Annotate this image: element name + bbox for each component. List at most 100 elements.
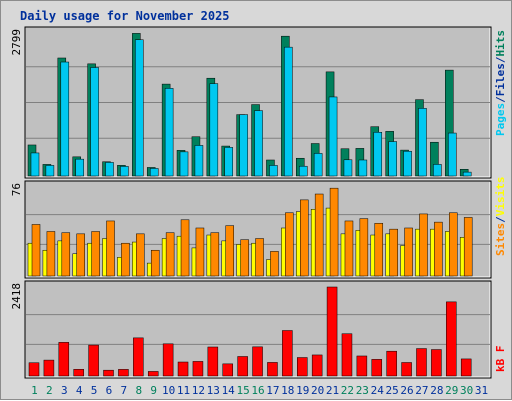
bar-kbytes-day-25 bbox=[386, 350, 397, 377]
bar-files-day-19 bbox=[299, 165, 308, 177]
bar-sites-day-24 bbox=[374, 223, 384, 277]
bar-files-day-8 bbox=[135, 39, 144, 177]
bar-kbytes-day-10 bbox=[162, 343, 174, 377]
bar-kbytes-day-6 bbox=[103, 369, 114, 377]
sites-visits-ymax-label: 76 bbox=[10, 183, 23, 196]
bar-files-day-13 bbox=[209, 83, 219, 177]
x-tick-day-13: 13 bbox=[207, 384, 220, 397]
x-tick-day-21: 21 bbox=[326, 384, 339, 397]
x-tick-day-16: 16 bbox=[251, 384, 264, 397]
bar-files-day-29 bbox=[448, 132, 457, 177]
legend-part-1: / bbox=[494, 216, 507, 223]
x-tick-day-22: 22 bbox=[341, 384, 354, 397]
bar-kbytes-day-7 bbox=[118, 369, 129, 377]
x-tick-day-1: 1 bbox=[31, 384, 38, 397]
x-tick-day-11: 11 bbox=[177, 384, 190, 397]
x-tick-day-12: 12 bbox=[192, 384, 205, 397]
bar-files-day-22 bbox=[343, 159, 353, 177]
bar-sites-day-30 bbox=[463, 217, 473, 277]
bar-sites-day-28 bbox=[434, 221, 443, 277]
bar-sites-day-12 bbox=[195, 227, 205, 277]
bar-files-day-20 bbox=[313, 153, 323, 177]
bar-sites-day-3 bbox=[61, 232, 71, 277]
bar-kbytes-day-15 bbox=[237, 356, 248, 377]
x-tick-day-27: 27 bbox=[415, 384, 428, 397]
x-tick-day-10: 10 bbox=[162, 384, 175, 397]
bar-files-day-2 bbox=[45, 165, 55, 177]
bar-kbytes-day-26 bbox=[401, 362, 412, 377]
x-tick-day-3: 3 bbox=[61, 384, 68, 397]
bar-sites-day-9 bbox=[150, 249, 160, 277]
bar-kbytes-day-23 bbox=[356, 355, 368, 377]
bar-files-day-21 bbox=[328, 96, 338, 177]
bar-kbytes-day-30 bbox=[460, 358, 472, 377]
bar-files-day-5 bbox=[90, 67, 99, 177]
bar-files-day-12 bbox=[194, 145, 204, 177]
legend-kbytes: kB F bbox=[494, 346, 507, 373]
bar-kbytes-day-2 bbox=[43, 359, 55, 377]
bar-sites-day-1 bbox=[31, 224, 41, 277]
bar-sites-day-5 bbox=[91, 231, 100, 277]
bar-files-day-23 bbox=[358, 159, 368, 177]
bar-sites-day-26 bbox=[404, 227, 413, 277]
bar-sites-day-15 bbox=[240, 239, 249, 277]
legend-part-3: / bbox=[494, 56, 507, 63]
legend-sites-visits: Sites/Visits bbox=[494, 177, 507, 257]
legend-part-0: Sites bbox=[494, 223, 507, 256]
bar-sites-day-13 bbox=[210, 232, 220, 277]
bar-sites-day-6 bbox=[106, 220, 115, 277]
bar-sites-day-11 bbox=[180, 219, 190, 277]
bar-files-day-24 bbox=[373, 132, 383, 177]
bar-kbytes-day-14 bbox=[222, 363, 233, 377]
bar-kbytes-day-21 bbox=[326, 286, 338, 377]
bar-sites-day-27 bbox=[419, 213, 428, 277]
bar-kbytes-day-20 bbox=[311, 354, 323, 377]
bar-kbytes-day-9 bbox=[147, 371, 159, 377]
x-tick-day-28: 28 bbox=[430, 384, 443, 397]
x-tick-day-30: 30 bbox=[460, 384, 473, 397]
bar-kbytes-day-4 bbox=[73, 369, 84, 377]
bar-files-day-10 bbox=[164, 88, 174, 177]
x-tick-day-18: 18 bbox=[281, 384, 294, 397]
bar-files-day-6 bbox=[105, 162, 114, 177]
x-tick-day-5: 5 bbox=[91, 384, 98, 397]
x-tick-day-19: 19 bbox=[296, 384, 309, 397]
x-tick-day-31: 31 bbox=[475, 384, 488, 397]
bar-files-day-11 bbox=[179, 151, 189, 177]
bar-kbytes-day-22 bbox=[341, 333, 353, 377]
bar-kbytes-day-13 bbox=[207, 346, 219, 377]
bar-kbytes-day-28 bbox=[431, 349, 442, 377]
legend-part-0: Pages bbox=[494, 103, 507, 136]
bar-files-day-17 bbox=[269, 165, 278, 177]
bar-files-day-25 bbox=[388, 141, 397, 177]
x-tick-day-14: 14 bbox=[222, 384, 236, 397]
bar-kbytes-day-1 bbox=[28, 362, 40, 377]
bar-kbytes-day-27 bbox=[416, 348, 427, 377]
bar-kbytes-day-18 bbox=[282, 330, 293, 377]
bar-kbytes-day-5 bbox=[88, 344, 99, 377]
page-title: Daily usage for November 2025 bbox=[20, 9, 230, 23]
bar-sites-day-22 bbox=[344, 220, 354, 277]
bar-sites-day-17 bbox=[270, 251, 279, 277]
x-tick-day-29: 29 bbox=[445, 384, 458, 397]
x-tick-day-7: 7 bbox=[121, 384, 128, 397]
bar-sites-day-14 bbox=[225, 225, 234, 277]
x-tick-day-20: 20 bbox=[311, 384, 324, 397]
bar-files-day-7 bbox=[120, 166, 129, 177]
x-tick-day-25: 25 bbox=[386, 384, 399, 397]
legend-pages-files-hits: Pages/Files/Hits bbox=[494, 30, 507, 136]
x-tick-day-9: 9 bbox=[150, 384, 157, 397]
bar-sites-day-4 bbox=[76, 233, 85, 277]
bar-files-day-18 bbox=[284, 46, 293, 177]
x-tick-day-15: 15 bbox=[236, 384, 249, 397]
bar-sites-day-18 bbox=[285, 212, 294, 277]
bar-sites-day-19 bbox=[300, 199, 309, 277]
bar-sites-day-23 bbox=[359, 218, 369, 277]
bar-files-day-26 bbox=[403, 150, 412, 177]
bar-kbytes-day-11 bbox=[177, 361, 189, 377]
bar-kbytes-day-8 bbox=[133, 337, 144, 377]
bar-files-day-14 bbox=[224, 147, 233, 177]
x-tick-day-4: 4 bbox=[76, 384, 83, 397]
bar-files-day-4 bbox=[75, 158, 84, 177]
